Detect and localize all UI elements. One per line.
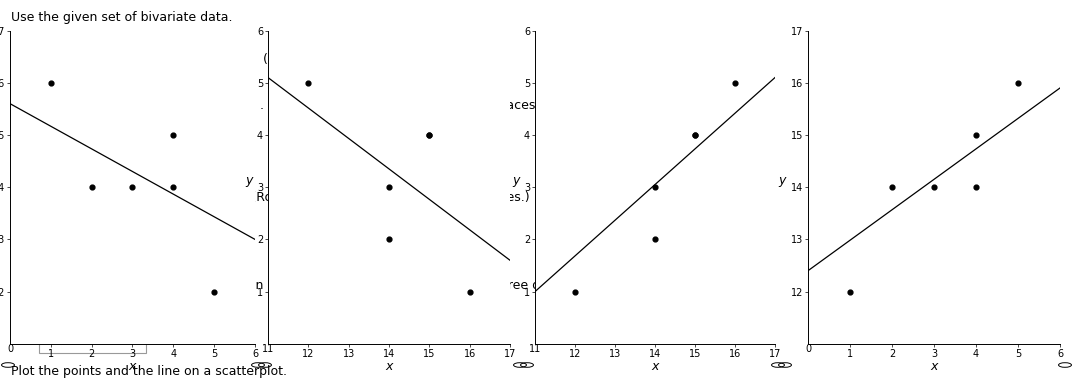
Point: [461, 288, 478, 295]
Text: 12): 12): [296, 53, 317, 66]
Text: 11: 11: [262, 344, 275, 354]
FancyBboxPatch shape: [39, 231, 168, 267]
Text: 15): 15): [363, 53, 383, 66]
Text: xy: xy: [25, 149, 37, 159]
Point: [646, 184, 663, 190]
Text: Use the given set of bivariate data.: Use the given set of bivariate data.: [11, 11, 233, 24]
Text: s: s: [11, 145, 17, 158]
Y-axis label: y: y: [779, 174, 786, 187]
Point: [686, 132, 703, 138]
Point: [925, 184, 942, 190]
Point: [299, 80, 317, 86]
Point: [421, 132, 438, 138]
Text: (5,: (5,: [135, 53, 155, 66]
Point: [165, 184, 182, 190]
Text: (2,: (2,: [201, 53, 222, 66]
Text: Calculate the covariance s: Calculate the covariance s: [11, 99, 178, 112]
X-axis label: x: x: [386, 360, 393, 373]
Text: . (Round your answer to five decimal places.): . (Round your answer to five decimal pla…: [261, 99, 545, 112]
Text: xy: xy: [243, 103, 255, 113]
Text: Calculate the correlation coefficient r. (Round your answer to four decimal plac: Calculate the correlation coefficient r.…: [11, 191, 530, 204]
Point: [83, 184, 100, 190]
Point: [967, 184, 984, 190]
Text: r =: r =: [11, 237, 34, 250]
Text: y =: y =: [11, 323, 37, 336]
Point: [380, 236, 397, 243]
FancyBboxPatch shape: [39, 317, 145, 353]
Text: 0: 0: [6, 344, 13, 354]
Point: [726, 80, 743, 86]
FancyBboxPatch shape: [61, 139, 191, 176]
Text: (1,: (1,: [263, 53, 284, 66]
Point: [421, 132, 438, 138]
Point: [967, 132, 984, 138]
Y-axis label: y: y: [512, 174, 519, 187]
Text: 14): 14): [100, 53, 121, 66]
Point: [567, 288, 584, 295]
Text: 14): 14): [430, 53, 451, 66]
Point: [841, 288, 858, 295]
Point: [42, 80, 59, 86]
X-axis label: x: x: [931, 360, 938, 373]
Text: 11: 11: [529, 344, 541, 354]
Text: 16): 16): [167, 53, 187, 66]
Point: [1009, 80, 1026, 86]
Text: 0: 0: [805, 344, 811, 354]
Point: [124, 184, 141, 190]
Point: [165, 132, 182, 138]
Text: 14): 14): [234, 53, 255, 66]
Text: =: =: [42, 145, 60, 158]
Point: [883, 184, 900, 190]
Text: (4,: (4,: [397, 53, 418, 66]
Y-axis label: y: y: [244, 174, 252, 187]
Point: [380, 184, 397, 190]
Text: (4,: (4,: [331, 53, 351, 66]
Point: [686, 132, 703, 138]
X-axis label: x: x: [652, 360, 659, 373]
Text: Plot the points and the line on a scatterplot.: Plot the points and the line on a scatte…: [11, 365, 288, 378]
Text: (3,: (3,: [67, 53, 88, 66]
Point: [206, 288, 223, 295]
Text: Calculate the equation of the regression line. (Round your numeric values to thr: Calculate the equation of the regression…: [11, 279, 635, 292]
Point: [646, 236, 663, 243]
X-axis label: x: x: [129, 360, 136, 373]
